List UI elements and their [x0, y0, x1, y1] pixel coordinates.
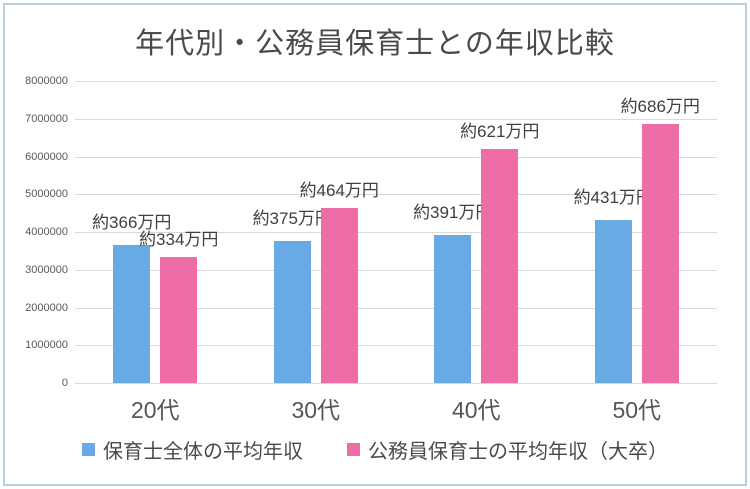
chart-title: 年代別・公務員保育士との年収比較 [135, 28, 615, 60]
category-label: 40代 [451, 397, 501, 423]
x-axis-labels: 20代 30代 40代 50代 [75, 391, 717, 423]
gridline [75, 307, 717, 309]
bar-50代-series2 [641, 124, 679, 383]
category-label: 50代 [612, 397, 662, 423]
legend: 保育士全体の平均年収 公務員保育士の平均年収（大卒） [5, 435, 745, 463]
y-tick-label: 4000000 [25, 226, 68, 238]
value-label: 約334万円 [139, 229, 219, 249]
gridline [75, 118, 717, 120]
legend-item-series2: 公務員保育士の平均年収（大卒） [347, 435, 668, 464]
gridline [75, 383, 717, 384]
category-label: 30代 [291, 397, 341, 423]
gridline [75, 269, 717, 271]
bar-30代-series1 [273, 241, 311, 383]
chart-card: 年代別・公務員保育士との年収比較 8000000 7000000 6000000 50… [3, 3, 747, 486]
y-tick-label: 5000000 [25, 188, 68, 201]
value-label: 約366万円 [92, 212, 172, 232]
y-tick-label: 6000000 [25, 150, 68, 163]
value-label: 約464万円 [299, 180, 379, 200]
bar-20代-series1 [113, 244, 151, 383]
y-tick-label: 3000000 [25, 263, 68, 276]
legend-swatch [347, 442, 360, 456]
gridline [75, 81, 717, 82]
bar-40代-series1 [434, 235, 472, 383]
gridline [75, 156, 717, 158]
legend-swatch [82, 442, 95, 456]
bar-40代-series2 [481, 148, 519, 383]
bar-50代-series1 [594, 220, 632, 383]
gridline [75, 232, 717, 233]
value-label: 約375万円 [252, 209, 332, 229]
category-label: 20代 [130, 397, 180, 423]
value-label: 約391万円 [413, 203, 493, 223]
y-tick-label: 1000000 [25, 339, 68, 352]
value-label: 約431万円 [573, 188, 653, 208]
plot-area: 約366万円 約334万円 約375万円 約464万円約391万円 約621万円約431… [75, 81, 717, 384]
y-tick-label: 8000000 [25, 75, 68, 87]
bar-30代-series2 [320, 207, 358, 383]
y-tick-label: 2000000 [25, 301, 68, 314]
value-label: 約621万円 [460, 121, 540, 141]
legend-label: 保育士全体の平均年収 [103, 440, 303, 463]
legend-item-series1: 保育士全体の平均年収 [82, 435, 303, 464]
y-tick-label: 0 [61, 377, 68, 389]
value-label: 約686万円 [620, 97, 700, 117]
gridline [75, 345, 717, 347]
bar-20代-series2 [160, 256, 198, 383]
legend-label: 公務員保育士の平均年収（大卒） [368, 440, 668, 463]
y-tick-label: 7000000 [25, 112, 68, 125]
y-axis-labels: 8000000 7000000 6000000 5000000 4000000 30000… [5, 5, 68, 484]
gridline [75, 194, 717, 196]
